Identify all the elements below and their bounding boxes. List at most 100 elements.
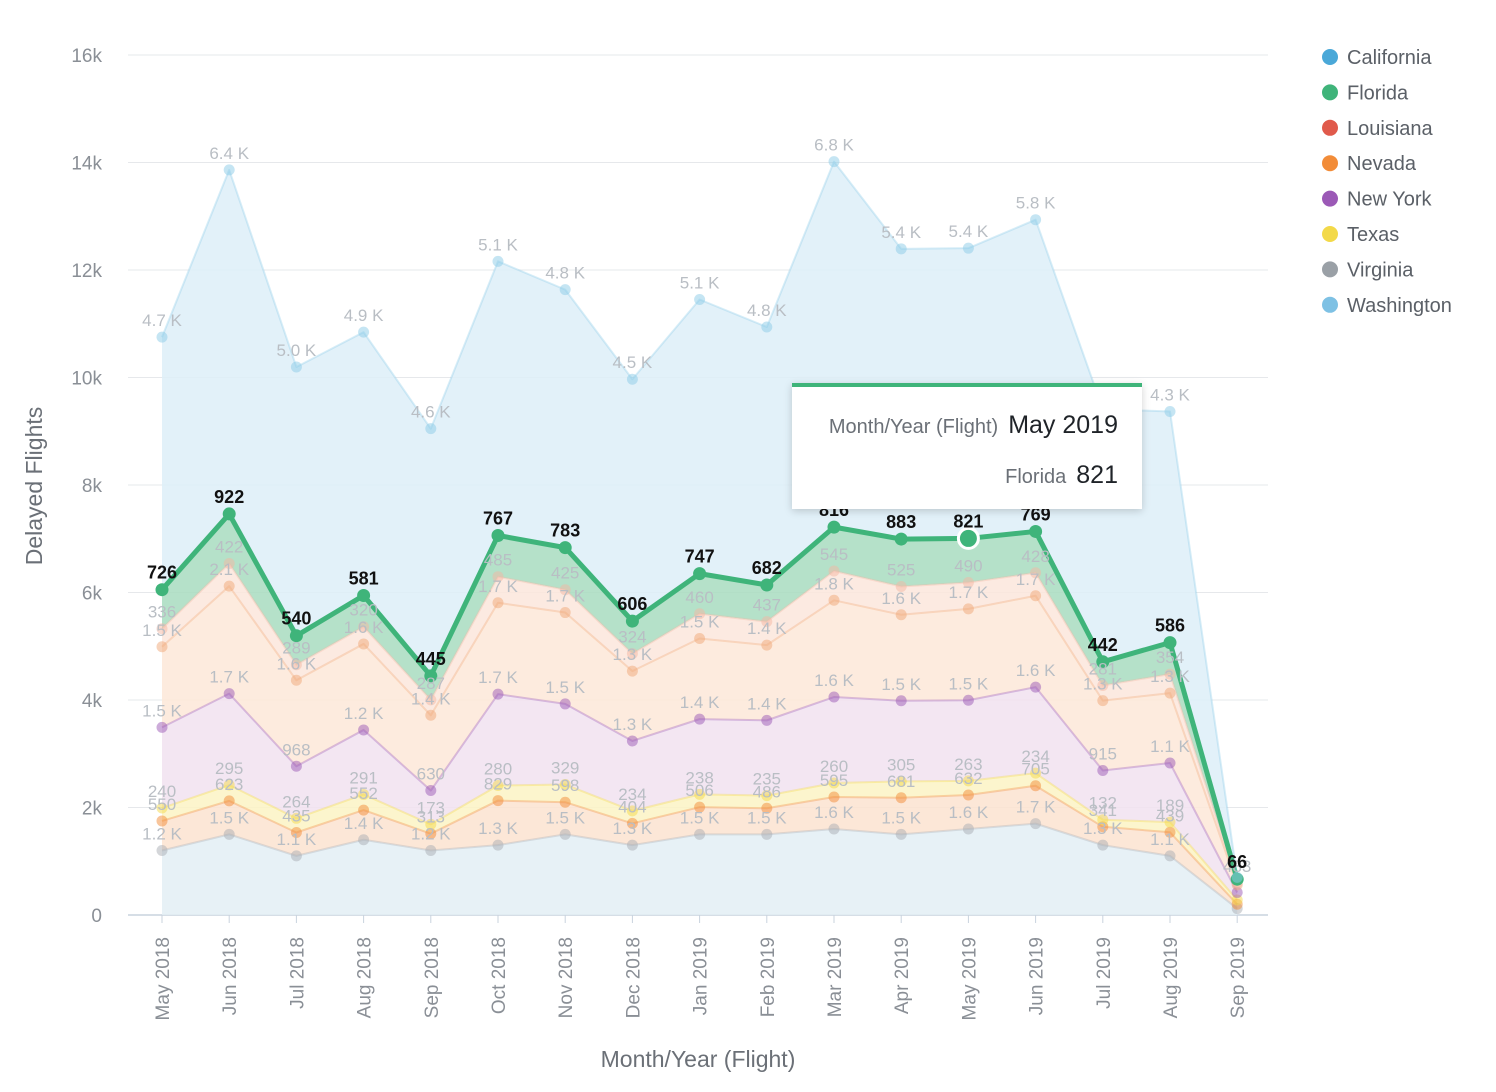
x-axis-title: Month/Year (Flight)	[601, 1046, 796, 1072]
point-new-york	[156, 721, 168, 733]
data-label-virginia: 1.3 K	[1083, 819, 1123, 838]
point-virginia	[1030, 818, 1042, 830]
point-virginia	[559, 828, 571, 840]
data-label-new-york: 1.5 K	[881, 675, 921, 694]
x-tick-label: Sep 2019	[1228, 937, 1249, 1018]
point-nevada	[1164, 826, 1176, 838]
data-label-texas: 263	[954, 755, 982, 774]
data-label-virginia: 1.7 K	[1016, 798, 1056, 817]
data-label-nevada: 506	[685, 781, 713, 800]
data-label-new-york: 1.6 K	[814, 671, 854, 690]
point-texas	[828, 777, 840, 789]
point-texas	[290, 812, 302, 824]
point-nevada	[492, 795, 504, 807]
point-new-york	[492, 688, 504, 700]
point-virginia	[358, 834, 370, 846]
data-label-texas: 240	[148, 782, 176, 801]
point-virginia	[626, 839, 638, 851]
tooltip-key-series: Florida	[1005, 466, 1067, 488]
data-label-california: 5.1 K	[680, 274, 720, 293]
data-label-texas: 234	[1021, 747, 1049, 766]
data-label-texas: 235	[753, 770, 781, 789]
data-label-louisiana: 1.4 K	[747, 619, 787, 638]
y-tick-label: 4k	[82, 691, 103, 712]
point-washington	[895, 581, 907, 593]
data-label-washington: 460	[685, 588, 713, 607]
data-label-washington: 490	[954, 557, 982, 576]
x-tick-label: Jul 2018	[287, 937, 308, 1009]
point-nevada	[694, 801, 706, 813]
data-label-louisiana: 1.3 K	[1083, 675, 1123, 694]
point-louisiana	[156, 641, 168, 653]
data-label-virginia: 1.6 K	[949, 803, 989, 822]
point-california	[761, 321, 773, 333]
y-tick-label: 8k	[82, 476, 103, 497]
point-new-york	[626, 735, 638, 747]
data-label-california: 4.9 K	[344, 306, 384, 325]
data-label-california: 4.7 K	[142, 311, 182, 330]
y-tick-label: 14k	[71, 154, 102, 175]
point-louisiana	[761, 639, 773, 651]
data-label-new-york: 1.4 K	[747, 694, 787, 713]
data-label-florida: 581	[349, 569, 379, 589]
legend-label-florida: Florida	[1347, 82, 1409, 104]
data-label-washington: 483	[1223, 857, 1251, 876]
data-label-washington: 425	[551, 564, 579, 583]
point-virginia	[895, 828, 907, 840]
point-nevada	[626, 817, 638, 829]
point-washington	[223, 557, 235, 569]
point-virginia	[223, 828, 235, 840]
x-tick-label: Oct 2018	[489, 937, 510, 1014]
point-virginia	[761, 828, 773, 840]
point-florida	[894, 532, 908, 546]
point-louisiana	[358, 638, 370, 650]
data-label-florida: 821	[953, 511, 983, 531]
legend-label-california: California	[1347, 47, 1432, 69]
point-texas	[425, 818, 437, 830]
point-texas	[492, 780, 504, 792]
point-louisiana	[1030, 590, 1042, 602]
data-label-florida: 540	[281, 609, 311, 629]
legend-dot-california	[1322, 49, 1338, 65]
data-label-nevada: 313	[417, 808, 445, 827]
point-florida	[222, 507, 236, 521]
point-new-york	[223, 688, 235, 700]
point-texas	[1231, 894, 1243, 906]
y-tick-label: 16k	[71, 46, 102, 67]
point-texas	[358, 788, 370, 800]
point-virginia	[156, 845, 168, 856]
data-label-new-york: 1.3 K	[613, 715, 653, 734]
point-louisiana	[492, 597, 504, 609]
point-nevada	[895, 792, 907, 804]
data-label-nevada: 632	[954, 769, 982, 788]
point-nevada	[962, 789, 974, 801]
x-tick-label: May 2018	[153, 937, 174, 1020]
point-nevada	[761, 802, 773, 814]
data-label-california: 4.5 K	[613, 353, 653, 372]
data-label-nevada: 829	[484, 775, 512, 794]
data-label-washington: 525	[887, 561, 915, 580]
data-label-texas: 260	[820, 757, 848, 776]
tooltip-value-series: 821	[1076, 461, 1118, 489]
point-nevada	[290, 826, 302, 838]
point-new-york	[1030, 681, 1042, 693]
tooltip-row-series: Florida 821	[1005, 461, 1118, 490]
data-label-texas: 173	[417, 798, 445, 817]
point-nevada	[828, 791, 840, 803]
point-louisiana	[694, 633, 706, 645]
data-label-nevada: 435	[282, 806, 310, 825]
point-new-york	[1097, 765, 1109, 777]
data-label-louisiana: 1.5 K	[142, 621, 182, 640]
data-label-louisiana: 1.8 K	[814, 574, 854, 593]
point-nevada	[559, 796, 571, 808]
point-virginia	[425, 845, 437, 856]
point-washington	[828, 565, 840, 577]
point-new-york	[694, 713, 706, 725]
point-texas	[962, 775, 974, 787]
data-label-washington: 545	[820, 545, 848, 564]
data-label-nevada: 439	[1156, 806, 1184, 825]
point-washington	[290, 659, 302, 671]
data-label-new-york: 1.5 K	[142, 701, 182, 720]
data-label-texas: 234	[618, 785, 646, 804]
data-label-washington: 287	[417, 674, 445, 693]
